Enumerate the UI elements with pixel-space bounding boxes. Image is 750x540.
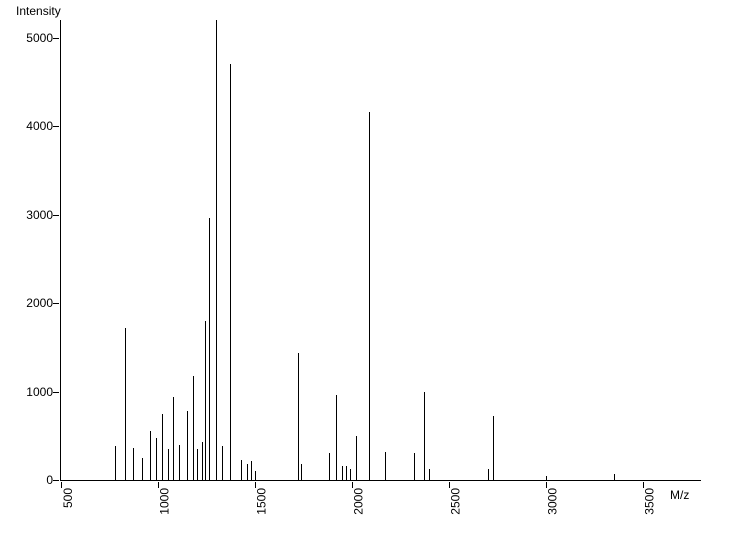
spectrum-peak — [255, 471, 256, 480]
spectrum-peak — [205, 321, 206, 480]
spectrum-peak — [251, 461, 252, 480]
spectrum-peak — [230, 64, 231, 480]
spectrum-peak — [429, 469, 430, 480]
spectrum-peak — [156, 438, 157, 480]
spectrum-peak — [336, 395, 337, 480]
spectrum-peak — [133, 448, 134, 480]
spectrum-peak — [179, 445, 180, 480]
spectrum-peak — [241, 460, 242, 480]
spectrum-peak — [414, 453, 415, 480]
spectrum-peak — [115, 446, 116, 481]
spectrum-peak — [216, 20, 217, 480]
spectrum-peak — [197, 449, 198, 480]
spectrum-peak — [142, 458, 143, 480]
spectrum-peak — [546, 476, 547, 480]
spectrum-peak — [247, 464, 248, 480]
spectrum-peak — [614, 474, 615, 480]
spectrum-peak — [162, 414, 163, 480]
spectrum-peak — [369, 112, 370, 480]
spectrum-peak — [187, 411, 188, 480]
spectrum-peak — [150, 431, 151, 480]
spectrum-peak — [301, 464, 302, 480]
spectrum-peak — [125, 328, 126, 480]
spectrum-peak — [350, 469, 351, 481]
y-axis-label: Intensity — [16, 4, 61, 18]
spectrum-peak — [329, 453, 330, 480]
plot-area: 0100020003000400050005001000150020002500… — [60, 20, 701, 481]
spectrum-peak — [342, 466, 343, 480]
spectrum-peak — [168, 449, 169, 480]
spectrum-peak — [493, 416, 494, 480]
spectrum-peak — [298, 353, 299, 480]
chart-container: Intensity M/z 01000200030004000500050010… — [0, 0, 750, 540]
spectrum-peak — [202, 442, 203, 480]
spectrum-peak — [173, 397, 174, 480]
spectrum-peak — [209, 218, 210, 480]
x-axis-label: M/z — [670, 488, 689, 502]
spectrum-peak — [385, 452, 386, 480]
spectrum-peak — [488, 469, 489, 480]
spectrum-peak — [356, 436, 357, 480]
spectrum-peak — [222, 446, 223, 480]
spectrum-peak — [424, 392, 425, 480]
spectrum-peak — [193, 376, 194, 480]
spectrum-peak — [346, 466, 347, 480]
